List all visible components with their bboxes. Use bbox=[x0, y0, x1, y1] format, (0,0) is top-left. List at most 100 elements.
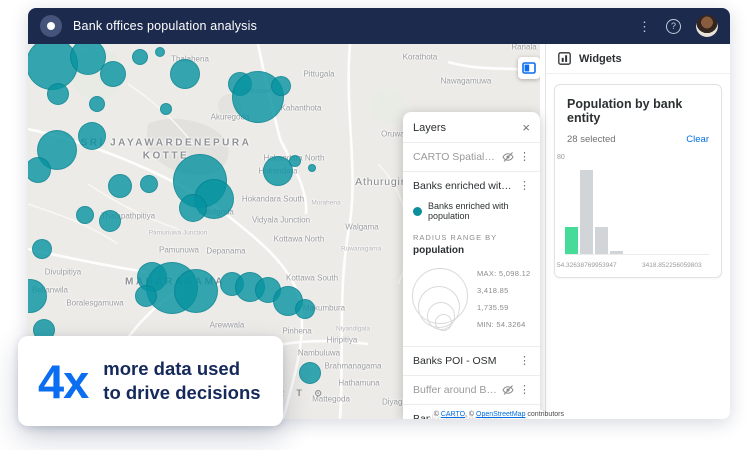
population-bubble[interactable] bbox=[132, 49, 148, 65]
map-place-label: Pamunuwa bbox=[158, 245, 200, 255]
radius-range-field: population bbox=[413, 245, 465, 256]
app-window: Bank offices population analysis ⋮ ? bbox=[28, 8, 730, 419]
widgets-sidebar: Widgets Population by bank entity 28 sel… bbox=[545, 44, 730, 419]
layer-menu-icon[interactable]: ⋮ bbox=[519, 179, 530, 192]
map-place-label: Arewwala bbox=[209, 320, 245, 330]
selected-count: 28 selected bbox=[567, 134, 616, 145]
radius-range-visualization: MAX: 5,098.12 3,418.85 1,735.59 MIN: 54.… bbox=[403, 260, 540, 346]
layer-row-buffer-around-banks[interactable]: Buffer around Banks ⋮ bbox=[403, 375, 540, 404]
widgets-panel-title: Widgets bbox=[579, 52, 622, 65]
map-place-label: Ruwanagama bbox=[340, 245, 382, 253]
x-axis-tick-min: 54.32638769953947 bbox=[557, 262, 617, 269]
map-place-label: Korathota bbox=[402, 52, 438, 62]
population-bubble[interactable] bbox=[100, 61, 126, 87]
population-bubble[interactable] bbox=[140, 175, 158, 193]
map-place-label: Nambuluwa bbox=[297, 348, 341, 358]
map-place-label: KOTTE bbox=[142, 150, 190, 162]
clear-selection-button[interactable]: Clear bbox=[686, 134, 709, 145]
user-avatar[interactable] bbox=[696, 15, 718, 37]
population-bubble[interactable] bbox=[78, 122, 106, 150]
population-bubble[interactable] bbox=[174, 269, 218, 313]
population-bubble[interactable] bbox=[308, 164, 316, 172]
map-place-label: Vidyala Junction bbox=[251, 215, 311, 225]
histogram-bars bbox=[565, 163, 709, 255]
histogram-bar[interactable] bbox=[580, 170, 593, 254]
population-bubble[interactable] bbox=[295, 299, 315, 319]
overflow-menu-icon[interactable]: ⋮ bbox=[638, 18, 651, 34]
close-icon[interactable]: × bbox=[522, 120, 530, 135]
layer-label: Buffer around Banks bbox=[413, 384, 497, 396]
histogram-bar[interactable] bbox=[595, 226, 608, 254]
map-place-label: Niyandigala bbox=[336, 325, 370, 333]
visibility-off-icon[interactable] bbox=[502, 151, 514, 163]
population-bubble[interactable] bbox=[271, 76, 291, 96]
map-place-label: Mattegoda bbox=[312, 394, 350, 404]
map-place-label: Divulpitiya bbox=[44, 267, 82, 277]
layer-row-carto-spatial-features[interactable]: CARTO Spatial Featur... ⋮ bbox=[403, 142, 540, 171]
population-bubble[interactable] bbox=[170, 59, 200, 89]
layer-menu-icon[interactable]: ⋮ bbox=[519, 354, 530, 367]
population-bubble[interactable] bbox=[289, 155, 301, 167]
population-bubble[interactable] bbox=[108, 174, 132, 198]
y-axis-max-label: 80 bbox=[557, 154, 565, 161]
population-bubble[interactable] bbox=[89, 96, 105, 112]
population-bubble[interactable] bbox=[76, 206, 94, 224]
map-place-label: Makumbura bbox=[302, 303, 346, 313]
widget-selection-tool-button[interactable] bbox=[518, 57, 540, 79]
map-place-label: Depanama bbox=[206, 246, 246, 256]
map-place-label: Kahanthota bbox=[280, 103, 322, 113]
histogram-bar[interactable] bbox=[610, 250, 623, 254]
promo-text: more data used to drive decisions bbox=[103, 357, 261, 403]
population-bubble[interactable] bbox=[135, 285, 157, 307]
population-widget-card: Population by bank entity 28 selected Cl… bbox=[554, 84, 722, 278]
population-bubble[interactable] bbox=[179, 194, 207, 222]
layer-legend: Banks enriched with population bbox=[403, 200, 540, 227]
radius-value: 1,735.59 bbox=[477, 303, 509, 312]
layer-row-banks-poi-osm[interactable]: Banks POI - OSM ⋮ bbox=[403, 346, 540, 375]
layer-row-banks-enriched[interactable]: Banks enriched with popul... ⋮ bbox=[403, 171, 540, 200]
attribution-text: © bbox=[433, 411, 441, 418]
promo-stat: 4x bbox=[38, 354, 89, 408]
population-bubble[interactable] bbox=[160, 103, 172, 115]
population-bubble[interactable] bbox=[232, 71, 284, 123]
map-place-label: Boralesgamuwa bbox=[66, 298, 124, 308]
layer-label: Banks enriched with popul... bbox=[413, 180, 514, 192]
map-place-label: Kottawa South bbox=[285, 273, 339, 283]
map-place-label: Bellanwila bbox=[31, 285, 69, 295]
map-place-label: SRI JAYAWARDENEPURA bbox=[80, 137, 252, 149]
carto-link[interactable]: CARTO bbox=[440, 411, 466, 418]
help-icon[interactable]: ? bbox=[666, 18, 681, 34]
layer-label: CARTO Spatial Featur... bbox=[413, 151, 497, 163]
population-bubble[interactable] bbox=[299, 362, 321, 384]
population-bubble[interactable] bbox=[32, 239, 52, 259]
workspace-logo-icon[interactable] bbox=[40, 15, 62, 37]
layer-menu-icon[interactable]: ⋮ bbox=[519, 383, 530, 396]
radius-max-value: MAX: 5,098.12 bbox=[477, 269, 531, 278]
widgets-icon bbox=[558, 52, 571, 65]
logo-dot bbox=[47, 22, 55, 30]
radius-range-caption: RADIUS RANGE BY bbox=[413, 233, 498, 242]
top-bar: Bank offices population analysis ⋮ ? bbox=[28, 8, 730, 44]
population-bubble[interactable] bbox=[263, 156, 293, 186]
openstreetmap-link[interactable]: OpenStreetMap bbox=[476, 411, 526, 418]
radius-circles bbox=[411, 266, 471, 332]
widget-title: Population by bank entity bbox=[567, 97, 683, 125]
map-place-label: Oruwala bbox=[381, 129, 411, 139]
map-place-label: Kottawa North bbox=[273, 234, 325, 244]
visibility-off-icon[interactable] bbox=[502, 384, 514, 396]
topbar-actions: ⋮ ? bbox=[638, 15, 718, 37]
population-bubble[interactable] bbox=[99, 210, 121, 232]
layer-label: Banks POI - OSM bbox=[413, 355, 497, 367]
population-bubble[interactable] bbox=[47, 83, 69, 105]
map-place-label: Nawagamuwa bbox=[440, 76, 492, 86]
population-bubble[interactable] bbox=[155, 47, 165, 57]
map-place-label: Pittugala bbox=[303, 69, 335, 79]
layer-menu-icon[interactable]: ⋮ bbox=[519, 150, 530, 163]
histogram-bar[interactable] bbox=[565, 226, 578, 254]
map-place-label: Diyagama bbox=[381, 397, 419, 407]
map-place-label: Morahena bbox=[311, 199, 341, 207]
radius-min-value: MIN: 54.3264 bbox=[477, 320, 526, 329]
population-bubble[interactable] bbox=[28, 157, 51, 183]
histogram-chart[interactable]: 80 54.32638769953947 3418.852256059803 bbox=[557, 154, 709, 269]
map-place-label: Hathamuna bbox=[338, 378, 380, 388]
